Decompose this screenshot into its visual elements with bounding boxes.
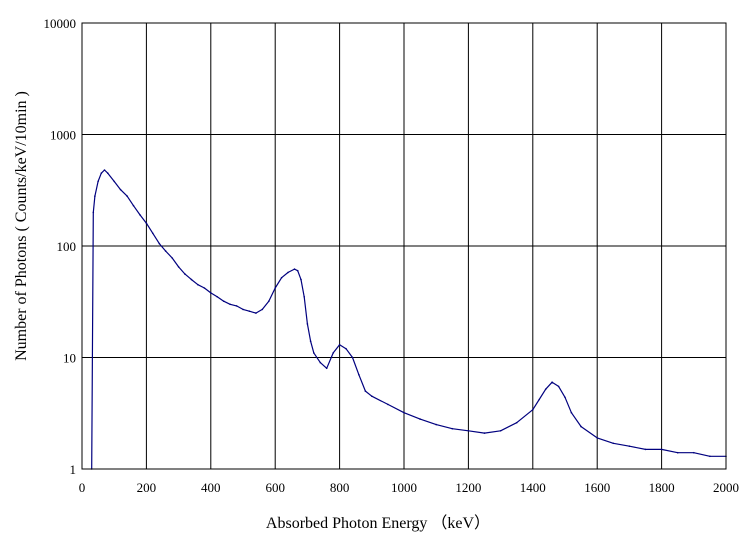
data-point <box>242 308 244 311</box>
data-point <box>580 425 582 428</box>
data-point <box>97 180 99 183</box>
x-tick-label: 200 <box>137 480 157 495</box>
data-point <box>628 445 631 448</box>
data-point <box>197 283 199 286</box>
data-point <box>499 430 502 432</box>
data-point <box>403 411 405 414</box>
data-point <box>113 180 115 183</box>
data-point <box>564 396 566 399</box>
x-tick-label: 2000 <box>713 480 739 495</box>
data-point <box>303 296 306 298</box>
data-point <box>268 300 270 303</box>
data-point <box>255 312 257 314</box>
data-point <box>358 374 360 376</box>
data-point <box>332 352 335 354</box>
data-point <box>532 408 534 411</box>
data-point <box>210 292 212 294</box>
data-point <box>419 418 421 420</box>
data-point <box>300 278 302 281</box>
data-point <box>126 195 128 197</box>
data-point <box>171 257 173 259</box>
data-point <box>177 266 180 268</box>
data-point <box>274 287 277 289</box>
x-tick-label: 800 <box>330 480 350 495</box>
data-point <box>203 287 206 289</box>
data-point <box>557 385 560 388</box>
data-point <box>280 276 283 279</box>
x-axis-title: Absorbed Photon Energy （keV） <box>266 514 490 532</box>
data-point <box>451 427 454 430</box>
x-tick-label: 1000 <box>391 480 417 495</box>
data-point <box>152 232 154 235</box>
data-point <box>313 352 315 354</box>
data-point <box>309 340 312 343</box>
data-point <box>319 361 322 364</box>
data-point <box>229 303 231 306</box>
data-point <box>551 381 553 384</box>
data-point <box>544 388 547 391</box>
data-point <box>184 273 186 275</box>
data-point <box>644 448 647 451</box>
data-point <box>483 432 486 434</box>
data-point <box>139 214 141 216</box>
data-point <box>709 455 711 458</box>
data-point <box>338 344 341 346</box>
data-point <box>351 356 354 359</box>
data-point <box>612 442 615 445</box>
data-point <box>132 204 135 207</box>
data-point <box>222 300 225 303</box>
x-tick-label: 1200 <box>455 480 481 495</box>
data-point <box>145 222 148 224</box>
data-point <box>92 211 95 214</box>
data-point <box>371 395 373 398</box>
x-tick-label: 1800 <box>649 480 675 495</box>
data-point <box>296 269 299 272</box>
data-point <box>235 305 238 307</box>
spectrum-points <box>90 169 727 470</box>
data-point <box>216 296 218 298</box>
data-point <box>676 451 679 454</box>
y-tick-label: 10000 <box>44 16 77 31</box>
data-point <box>103 169 106 171</box>
data-point <box>387 403 389 406</box>
data-point <box>570 411 573 414</box>
y-tick-label: 100 <box>57 239 77 254</box>
data-point <box>596 437 598 439</box>
x-tick-label: 0 <box>79 480 86 495</box>
data-point <box>94 195 96 197</box>
x-tick-label: 1400 <box>520 480 546 495</box>
y-tick-label: 10 <box>63 351 76 366</box>
data-point <box>325 367 328 370</box>
data-point <box>467 430 470 432</box>
plot-frame <box>81 22 727 470</box>
x-tick-label: 1600 <box>584 480 610 495</box>
data-point <box>693 451 695 454</box>
data-point <box>287 271 289 274</box>
series-layer <box>90 169 727 470</box>
data-point <box>306 323 309 325</box>
data-point <box>261 308 264 311</box>
y-tick-label: 1000 <box>50 128 76 143</box>
data-point <box>107 172 109 174</box>
data-point <box>119 188 122 191</box>
data-point <box>435 423 438 426</box>
data-point <box>515 421 518 424</box>
data-point <box>364 390 367 392</box>
data-point <box>158 242 161 245</box>
data-point <box>660 448 663 451</box>
x-tick-labels: 0 200 400 600 800 1000 1200 1400 1600 1800 2000 <box>79 480 739 495</box>
data-point <box>345 347 347 350</box>
data-point <box>190 278 193 281</box>
x-tick-label: 600 <box>265 480 285 495</box>
y-tick-labels: 1 10 100 1000 10000 <box>44 16 77 477</box>
y-axis-title: Number of Photons ( Counts/keV/10min ) <box>13 91 30 361</box>
data-point <box>293 268 296 270</box>
data-point <box>164 250 167 252</box>
data-point <box>248 310 251 313</box>
y-tick-label: 1 <box>70 462 77 477</box>
data-point <box>538 398 540 401</box>
x-tick-label: 400 <box>201 480 221 495</box>
data-point <box>100 172 103 174</box>
